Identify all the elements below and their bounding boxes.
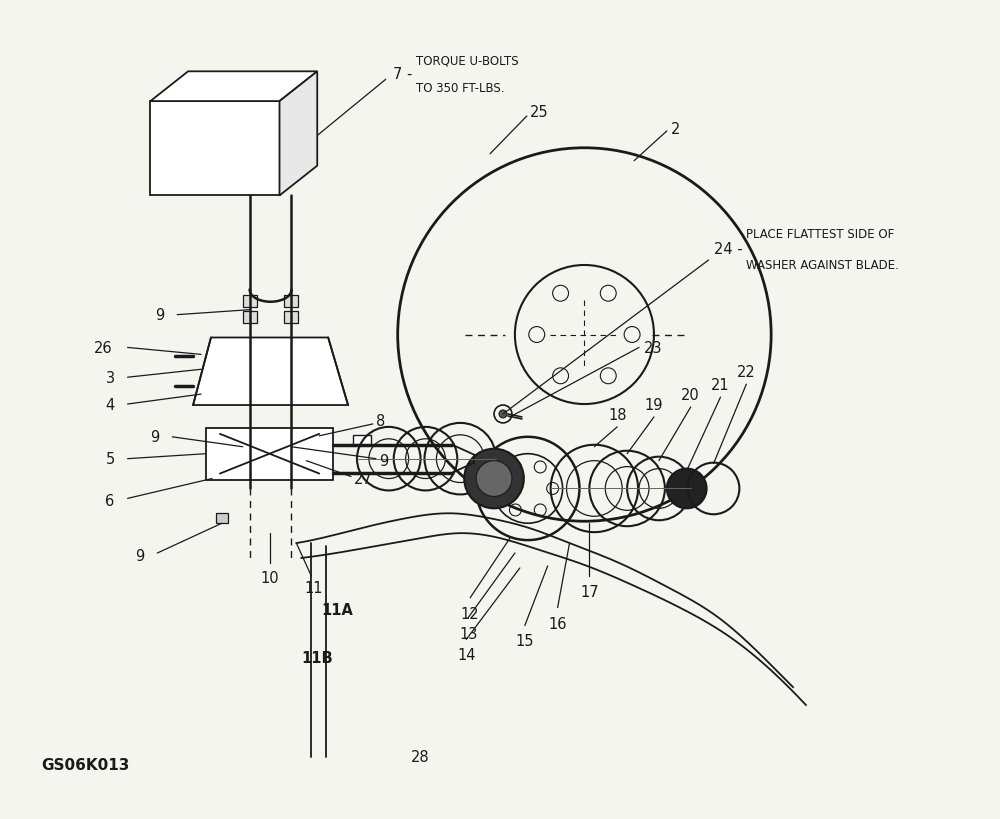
Polygon shape <box>193 338 348 405</box>
Text: TO 350 FT-LBS.: TO 350 FT-LBS. <box>416 82 504 95</box>
Bar <box>284 296 298 307</box>
Text: 18: 18 <box>608 407 626 423</box>
Polygon shape <box>206 428 333 480</box>
Text: 12: 12 <box>461 606 480 621</box>
Bar <box>284 432 298 444</box>
Polygon shape <box>280 72 317 197</box>
Bar <box>243 311 257 324</box>
Text: 11B: 11B <box>301 650 333 665</box>
Circle shape <box>667 469 707 509</box>
Text: 13: 13 <box>459 626 477 640</box>
Text: 27: 27 <box>354 472 373 486</box>
Polygon shape <box>150 72 317 102</box>
Text: GS06K013: GS06K013 <box>41 757 130 772</box>
Text: 25: 25 <box>530 104 548 120</box>
Text: 3: 3 <box>106 370 115 385</box>
Text: 9: 9 <box>135 549 144 563</box>
Bar <box>243 296 257 307</box>
Text: 28: 28 <box>411 749 430 764</box>
Text: 21: 21 <box>711 378 730 392</box>
Circle shape <box>499 410 507 419</box>
Circle shape <box>464 449 524 509</box>
Text: 17: 17 <box>580 584 599 599</box>
Text: 5: 5 <box>105 451 115 467</box>
Text: 2: 2 <box>671 122 680 138</box>
Circle shape <box>476 461 512 497</box>
Text: 6: 6 <box>105 493 115 509</box>
Text: 16: 16 <box>548 616 567 631</box>
Text: 22: 22 <box>737 364 756 380</box>
Text: 14: 14 <box>457 648 475 663</box>
Text: 9: 9 <box>379 454 388 468</box>
Text: 9: 9 <box>150 430 159 445</box>
Text: 4: 4 <box>105 397 115 412</box>
Text: 8: 8 <box>376 414 385 429</box>
Text: WASHER AGAINST BLADE.: WASHER AGAINST BLADE. <box>746 259 899 272</box>
Text: 7 -: 7 - <box>393 66 412 82</box>
Text: PLACE FLATTEST SIDE OF: PLACE FLATTEST SIDE OF <box>746 228 895 241</box>
Bar <box>353 435 371 446</box>
Polygon shape <box>150 102 280 197</box>
Text: 10: 10 <box>260 570 279 586</box>
Bar <box>284 311 298 324</box>
Text: TORQUE U-BOLTS: TORQUE U-BOLTS <box>416 54 518 67</box>
Text: 24 -: 24 - <box>714 242 742 256</box>
Text: 9: 9 <box>155 308 164 323</box>
Text: 26: 26 <box>94 341 113 355</box>
Bar <box>216 514 228 523</box>
Text: 23: 23 <box>644 341 663 355</box>
Text: 20: 20 <box>681 387 700 403</box>
Bar <box>243 447 257 459</box>
Bar <box>243 432 257 444</box>
Bar <box>284 447 298 459</box>
Text: 15: 15 <box>516 634 534 649</box>
Text: 11A: 11A <box>321 603 353 618</box>
Text: 19: 19 <box>645 397 663 413</box>
Text: 11: 11 <box>304 580 323 595</box>
